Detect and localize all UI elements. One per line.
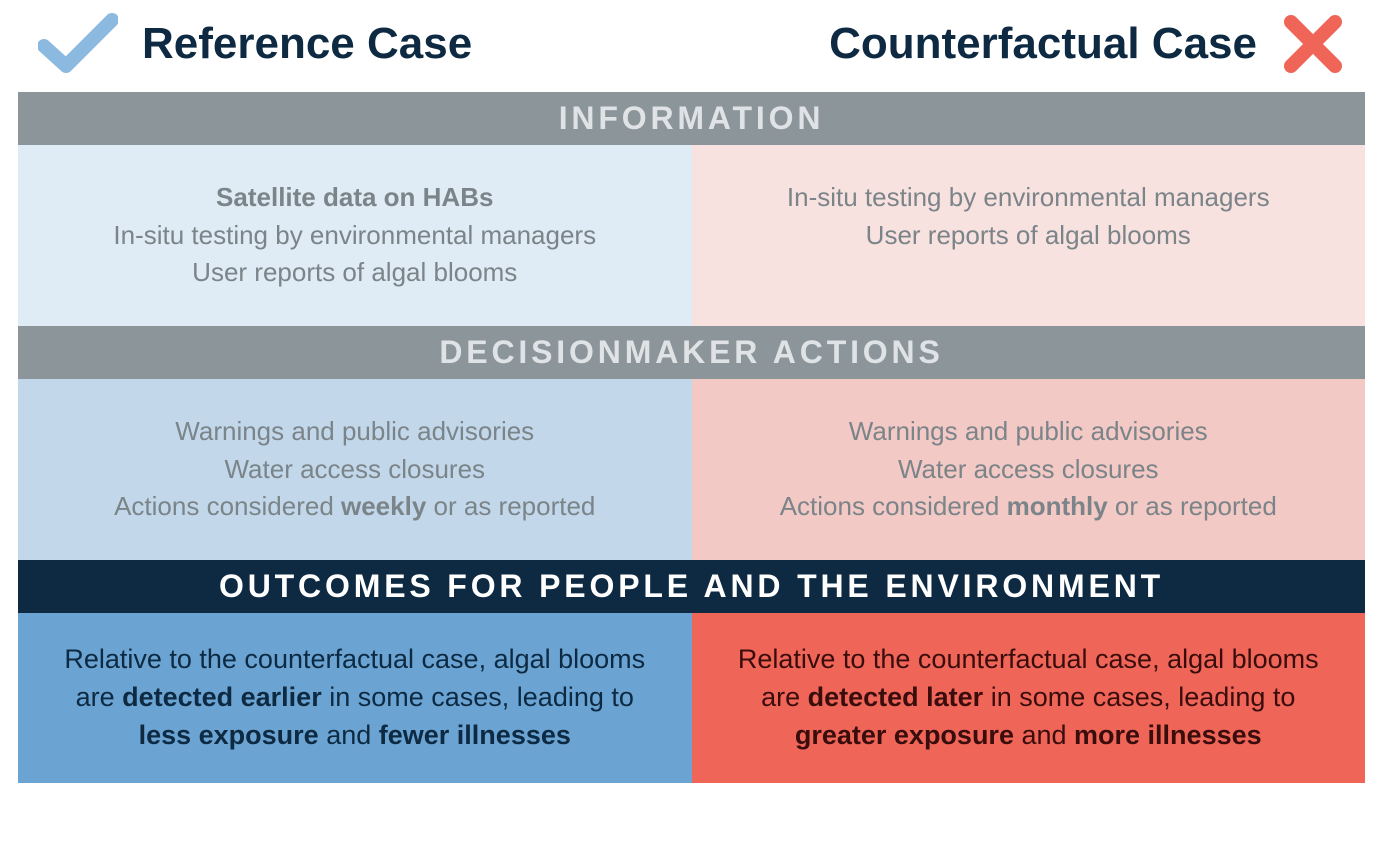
counterfactual-title: Counterfactual Case xyxy=(829,19,1257,69)
outcome-reference-cell: Relative to the counterfactual case, alg… xyxy=(18,613,692,782)
x-icon xyxy=(1281,12,1345,76)
out-ref-mid1: in some cases, leading to xyxy=(322,682,634,712)
header-counterfactual: Counterfactual Case xyxy=(692,12,1366,76)
act-cf-line3-pre: Actions considered xyxy=(780,491,1007,521)
outcome-ref-text: Relative to the counterfactual case, alg… xyxy=(54,641,656,754)
comparison-table: Reference Case Counterfactual Case INFOR… xyxy=(18,12,1365,783)
act-ref-line3-post: or as reported xyxy=(426,491,595,521)
out-ref-b3: fewer illnesses xyxy=(379,720,571,750)
act-cf-line1: Warnings and public advisories xyxy=(732,413,1326,451)
reference-title: Reference Case xyxy=(142,19,472,69)
act-cf-line3-post: or as reported xyxy=(1108,491,1277,521)
out-cf-b3: more illnesses xyxy=(1074,720,1262,750)
check-icon xyxy=(38,12,118,76)
band-outcomes: OUTCOMES FOR PEOPLE AND THE ENVIRONMENT xyxy=(18,560,1365,613)
info-ref-line2: In-situ testing by environmental manager… xyxy=(58,217,652,255)
act-ref-line3: Actions considered weekly or as reported xyxy=(58,488,652,526)
header-row: Reference Case Counterfactual Case xyxy=(18,12,1365,76)
outcome-cf-text: Relative to the counterfactual case, alg… xyxy=(728,641,1330,754)
out-ref-mid2: and xyxy=(319,720,379,750)
out-cf-mid1: in some cases, leading to xyxy=(983,682,1295,712)
info-cf-line2: User reports of algal blooms xyxy=(732,217,1326,255)
info-counterfactual-cell: In-situ testing by environmental manager… xyxy=(692,145,1366,326)
act-cf-line3-bold: monthly xyxy=(1007,491,1108,521)
header-reference: Reference Case xyxy=(18,12,692,76)
row-information: Satellite data on HABs In-situ testing b… xyxy=(18,145,1365,326)
info-cf-line1: In-situ testing by environmental manager… xyxy=(732,179,1326,217)
out-ref-b1: detected earlier xyxy=(122,682,322,712)
act-ref-line3-bold: weekly xyxy=(341,491,426,521)
row-actions: Warnings and public advisories Water acc… xyxy=(18,379,1365,560)
act-ref-line2: Water access closures xyxy=(58,451,652,489)
act-cf-line2: Water access closures xyxy=(732,451,1326,489)
out-cf-b2: greater exposure xyxy=(795,720,1014,750)
band-actions: DECISIONMAKER ACTIONS xyxy=(18,326,1365,379)
info-ref-line1: Satellite data on HABs xyxy=(58,179,652,217)
act-ref-line1: Warnings and public advisories xyxy=(58,413,652,451)
info-ref-line3: User reports of algal blooms xyxy=(58,254,652,292)
info-reference-cell: Satellite data on HABs In-situ testing b… xyxy=(18,145,692,326)
out-cf-mid2: and xyxy=(1014,720,1074,750)
out-cf-b1: detected later xyxy=(808,682,984,712)
actions-reference-cell: Warnings and public advisories Water acc… xyxy=(18,379,692,560)
out-ref-b2: less exposure xyxy=(139,720,319,750)
row-outcomes: Relative to the counterfactual case, alg… xyxy=(18,613,1365,782)
outcome-counterfactual-cell: Relative to the counterfactual case, alg… xyxy=(692,613,1366,782)
act-cf-line3: Actions considered monthly or as reporte… xyxy=(732,488,1326,526)
band-information: INFORMATION xyxy=(18,92,1365,145)
act-ref-line3-pre: Actions considered xyxy=(114,491,341,521)
actions-counterfactual-cell: Warnings and public advisories Water acc… xyxy=(692,379,1366,560)
